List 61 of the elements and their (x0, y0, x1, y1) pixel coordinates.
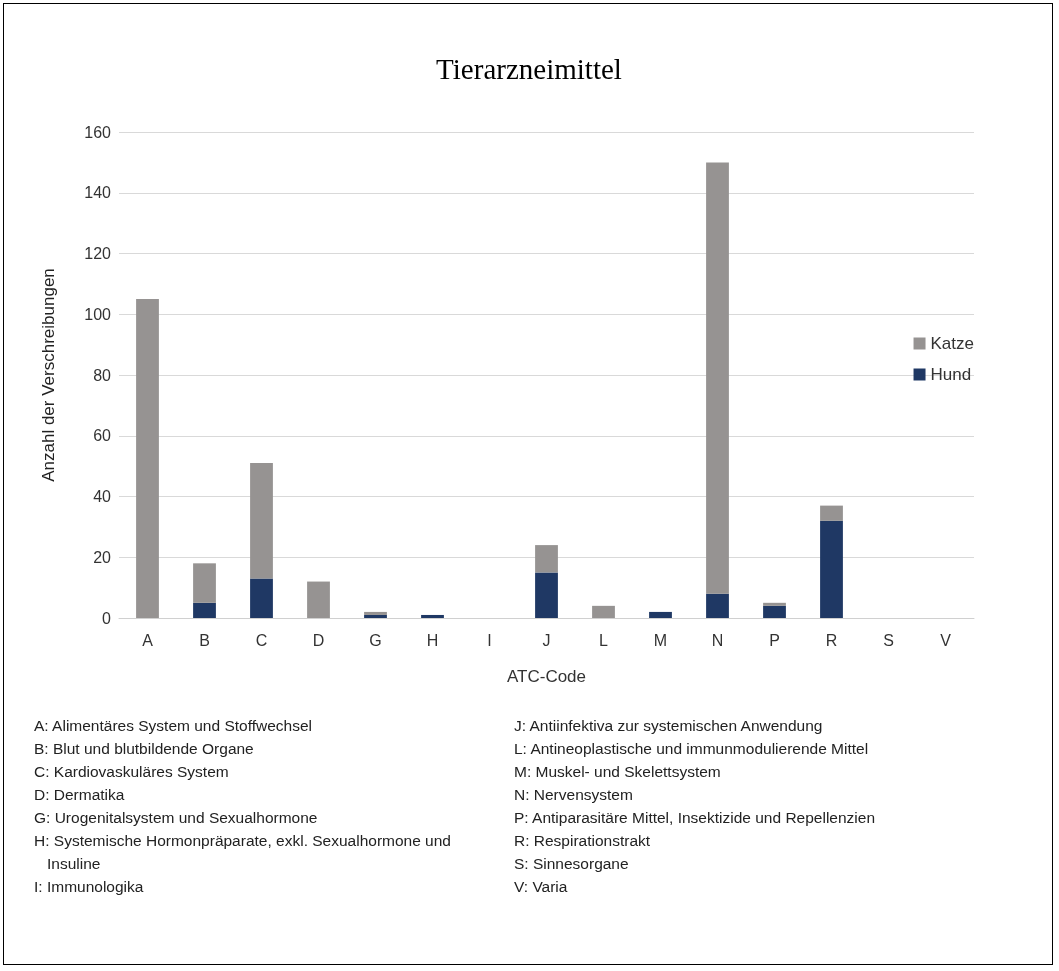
x-tick-label: H (426, 631, 439, 649)
x-axis-title: ATC-Code (506, 667, 587, 686)
text: J: Antiinfektiva zur systemischen Anwendung (514, 716, 824, 736)
bar (193, 602, 216, 618)
text: I: Immunologika (34, 877, 145, 897)
bar (592, 605, 615, 618)
bar (307, 581, 330, 618)
x-tick-label: A (142, 631, 154, 649)
x-tick-label: M (653, 631, 668, 649)
bar (763, 605, 786, 618)
y-tick-label: 0 (102, 609, 112, 627)
x-tick-label: I (487, 631, 492, 649)
bar (136, 299, 159, 618)
x-tick-label: V (940, 631, 952, 649)
text: C: Kardiovaskuläres System (34, 762, 230, 782)
text: V: Varia (514, 877, 569, 897)
x-tick-label: S (883, 631, 894, 649)
x-tick-label: R (825, 631, 838, 649)
bar (250, 578, 273, 618)
bar (706, 162, 729, 594)
y-axis-title: Anzahl der Verschreibungen (39, 268, 58, 482)
y-tick-label: 140 (84, 184, 112, 202)
bar (820, 520, 843, 618)
text: L: Antineoplastische und immunmodulierende Mittel (514, 739, 870, 759)
bar (763, 602, 786, 606)
chart-title: Tierarzneimittel (436, 52, 622, 85)
x-tick-label: D (312, 631, 325, 649)
x-tick-label: C (255, 631, 268, 649)
bar (535, 545, 558, 573)
x-tick-label: L (599, 631, 609, 649)
legend-label: Hund (930, 365, 972, 384)
text: S: Sinnesorgane (514, 854, 630, 874)
y-tick-label: 40 (93, 488, 112, 505)
x-tick-label: P (769, 631, 780, 649)
text: P: Antiparasitäre Mittel, Insektizide und Repellenzien (514, 808, 876, 828)
bar (193, 563, 216, 603)
y-tick-label: 100 (84, 305, 112, 323)
bar (535, 572, 558, 618)
text: R: Respirationstrakt (514, 831, 652, 851)
text: G: Urogenitalsystem und Sexualhormone (34, 808, 319, 828)
y-tick-label: 60 (93, 427, 112, 445)
y-tick-label: 160 (84, 123, 112, 141)
y-tick-label: 20 (93, 548, 112, 566)
bar (706, 593, 729, 618)
x-tick-label: N (711, 631, 724, 649)
x-tick-label: B (199, 631, 210, 649)
legend-label: Katze (930, 334, 975, 353)
x-tick-label: J (542, 631, 551, 649)
text: H: Systemische Hormonpräparate, exkl. Sexualhormone und Insuline (34, 831, 452, 874)
y-tick-label: 80 (93, 366, 112, 384)
y-tick-label: 120 (84, 245, 112, 262)
bar (421, 614, 444, 618)
text: A: Alimentäres System und Stoffwechsel (34, 716, 313, 736)
bar (820, 505, 843, 521)
text: M: Muskel- und Skelettsystem (514, 762, 722, 782)
bar (649, 611, 672, 618)
x-tick-label: G (369, 631, 382, 649)
text: B: Blut und blutbildende Organe (34, 739, 255, 759)
bar (250, 463, 273, 579)
text: D: Dermatika (34, 785, 126, 805)
text: N: Nervensystem (514, 785, 634, 805)
